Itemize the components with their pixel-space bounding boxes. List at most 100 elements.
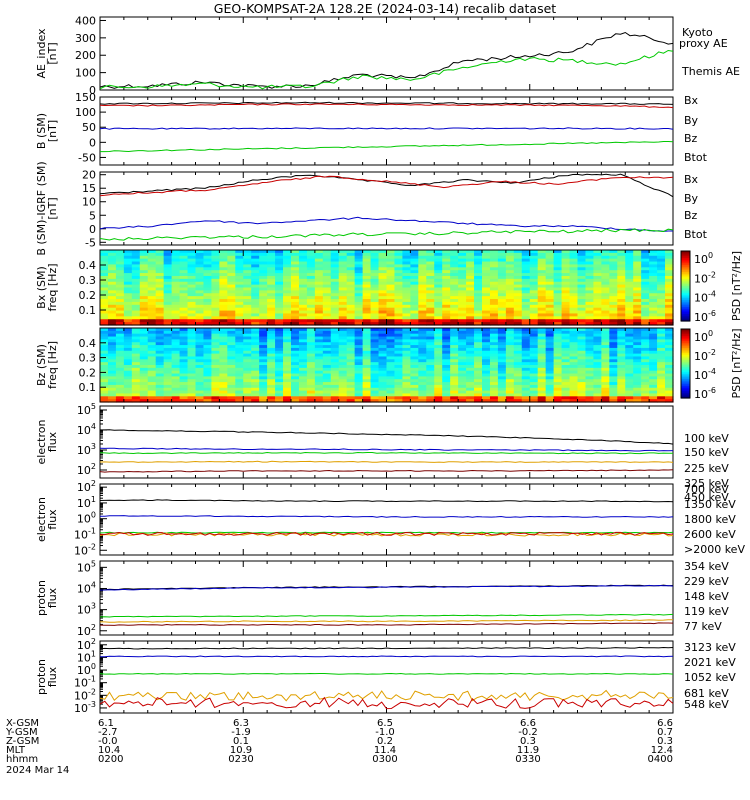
- bz-spectrogram-cell: [450, 356, 459, 360]
- bz-spectrogram-cell: [283, 390, 292, 395]
- bz-spectrogram-cell: [394, 367, 404, 372]
- bz-spectrogram-cell: [275, 353, 284, 358]
- legend-bsm-bz: Bz: [684, 132, 698, 145]
- bz-spectrogram-cell: [147, 382, 157, 386]
- bx-spectrogram-cell: [100, 322, 109, 326]
- bx-spectrogram-cell: [306, 278, 316, 283]
- bx-spectrogram-cell: [115, 296, 125, 300]
- bz-spectrogram-cell: [521, 328, 531, 332]
- bz-spectrogram-cell: [641, 336, 650, 340]
- footer-value: 0.3: [657, 736, 673, 747]
- bz-spectrogram-cell: [466, 342, 475, 346]
- bx-spectrogram-cell: [155, 264, 165, 268]
- bz-spectrogram-cell: [267, 399, 276, 403]
- bz-spectrogram-cell: [577, 393, 587, 397]
- panel-2-ylabel: B (SM)[nT]: [35, 113, 59, 149]
- bx-spectrogram-cell: [306, 301, 316, 306]
- bz-spectrogram-cell: [489, 350, 499, 355]
- bz-spectrogram-cell: [497, 356, 507, 360]
- footer-label-6: 2024 Mar 14: [6, 765, 69, 776]
- bx-spectrogram-cell: [577, 275, 587, 280]
- bx-spectrogram-colorbar-tick: 100: [694, 251, 713, 266]
- panel-5-ylabel-line: Bz (SM): [35, 344, 48, 386]
- bx-spectrogram-cell: [545, 261, 555, 266]
- bz-spectrogram-cell: [641, 393, 650, 397]
- bx-spectrogram-cell: [402, 270, 411, 274]
- bz-spectrogram-cell: [641, 370, 650, 375]
- bx-spectrogram-cell: [665, 313, 674, 317]
- bx-spectrogram-cell: [187, 290, 197, 294]
- bz-spectrogram-cell: [585, 373, 595, 377]
- bx-spectrogram-cell: [482, 316, 491, 320]
- bz-spectrogram-cell: [426, 336, 435, 340]
- bz-spectrogram-cell: [537, 347, 547, 352]
- bz-spectrogram-cell: [243, 396, 252, 400]
- b-sm-series-2: [99, 103, 674, 109]
- bx-spectrogram-cell: [641, 281, 650, 286]
- bx-spectrogram-cell: [402, 316, 411, 320]
- bz-spectrogram-cell: [267, 345, 276, 349]
- bz-spectrogram-cell: [521, 353, 531, 358]
- bx-spectrogram-cell: [227, 287, 236, 291]
- bz-spectrogram-cell: [354, 365, 364, 369]
- bz-spectrogram-cell: [553, 387, 563, 392]
- bz-spectrogram-cell: [330, 379, 340, 383]
- bx-spectrogram-cell: [179, 296, 189, 300]
- bz-spectrogram-cell: [442, 356, 451, 360]
- bz-spectrogram-cell: [100, 376, 109, 380]
- bz-spectrogram-cell: [577, 347, 587, 352]
- bx-spectrogram-cell: [601, 299, 610, 303]
- bx-spectrogram-cell: [267, 319, 276, 323]
- bx-spectrogram-cell: [354, 304, 364, 309]
- bx-spectrogram-cell: [657, 316, 666, 320]
- bx-spectrogram-cell: [521, 313, 531, 317]
- bx-spectrogram-cell: [513, 316, 523, 320]
- bx-spectrogram-cell: [267, 255, 276, 260]
- bz-spectrogram-cell: [601, 353, 610, 358]
- bz-spectrogram-cell: [537, 362, 547, 366]
- bz-spectrogram-cell: [569, 384, 579, 389]
- bx-spectrogram-cell: [306, 275, 316, 280]
- bz-spectrogram-cell: [370, 367, 380, 372]
- bz-spectrogram-cell: [370, 362, 380, 366]
- bz-spectrogram-cell: [179, 399, 189, 403]
- bx-spectrogram-cell: [434, 322, 443, 326]
- bx-spectrogram-cell: [410, 299, 419, 303]
- bx-spectrogram-cell: [458, 250, 467, 254]
- bx-spectrogram-cell: [513, 301, 523, 306]
- bz-spectrogram-cell: [171, 384, 181, 389]
- bz-spectrogram-cell: [569, 339, 579, 343]
- legend-bigrf-bz: Bz: [684, 209, 698, 222]
- bx-spectrogram-cell: [227, 250, 236, 254]
- bx-spectrogram-cell: [139, 290, 149, 294]
- bz-spectrogram-cell: [641, 382, 650, 386]
- bz-spectrogram-cell: [115, 365, 125, 369]
- bz-spectrogram-cell: [147, 328, 157, 332]
- bx-spectrogram-cell: [259, 316, 268, 320]
- bx-spectrogram-cell: [561, 270, 571, 274]
- bz-spectrogram-cell: [657, 396, 666, 400]
- bz-spectrogram-cell: [179, 382, 189, 386]
- bx-spectrogram-cell: [163, 290, 173, 294]
- bx-spectrogram-cell: [601, 270, 610, 274]
- bz-spectrogram-cell: [497, 384, 507, 389]
- bz-spectrogram-cell: [291, 336, 300, 340]
- bz-spectrogram-cell: [665, 362, 674, 366]
- bx-spectrogram-cell: [466, 290, 475, 294]
- bx-spectrogram-cell: [203, 278, 213, 283]
- bz-spectrogram-cell: [474, 336, 483, 340]
- bx-spectrogram-cell: [291, 290, 300, 294]
- bx-spectrogram-cell: [291, 264, 300, 268]
- bz-spectrogram-cell: [641, 339, 650, 343]
- bz-spectrogram-cell: [171, 350, 181, 355]
- bx-spectrogram-cell: [227, 293, 236, 297]
- bx-spectrogram-cell: [426, 261, 435, 266]
- bx-spectrogram-cell: [338, 267, 348, 271]
- bx-spectrogram-cell: [426, 290, 435, 294]
- bx-spectrogram-cell: [418, 307, 427, 312]
- bz-spectrogram-cell: [394, 399, 404, 403]
- bx-spectrogram-cell: [187, 296, 197, 300]
- bx-spectrogram-cell: [378, 258, 388, 263]
- bz-spectrogram-cell: [609, 399, 618, 403]
- bx-spectrogram-cell: [402, 307, 411, 312]
